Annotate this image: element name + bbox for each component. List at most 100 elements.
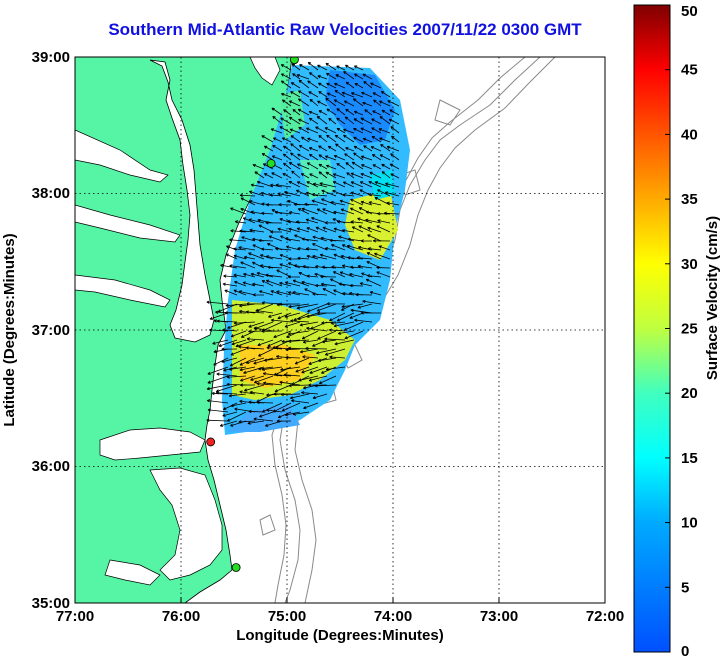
velocity-arrow bbox=[233, 289, 247, 296]
velocity-arrow bbox=[306, 274, 319, 278]
velocity-arrow bbox=[328, 117, 337, 125]
x-tick-label: 76:00 bbox=[162, 608, 200, 625]
velocity-arrow bbox=[226, 375, 247, 379]
velocity-arrow bbox=[370, 146, 382, 152]
velocity-arrow bbox=[316, 303, 337, 312]
velocity-arrow bbox=[244, 384, 265, 392]
x-tick-label: 75:00 bbox=[268, 608, 306, 625]
velocity-arrow bbox=[207, 366, 229, 375]
velocity-arrow bbox=[312, 254, 328, 260]
velocity-arrow bbox=[307, 61, 319, 71]
velocity-arrow bbox=[229, 238, 247, 242]
velocity-arrow bbox=[311, 216, 328, 224]
velocity-arrow bbox=[381, 109, 391, 116]
velocity-arrow bbox=[274, 210, 292, 215]
velocity-arrow bbox=[368, 201, 382, 206]
map-title: Southern Mid-Atlantic Raw Velocities 200… bbox=[108, 20, 582, 39]
velocity-arrow bbox=[253, 375, 274, 384]
velocity-arrow bbox=[268, 312, 283, 318]
velocity-arrow bbox=[303, 402, 319, 410]
velocity-arrow bbox=[372, 239, 391, 243]
velocity-arrow bbox=[318, 375, 337, 385]
velocity-arrow bbox=[367, 193, 382, 197]
velocity-arrow bbox=[309, 98, 319, 107]
velocity-arrow bbox=[308, 91, 319, 98]
velocity-arrow bbox=[378, 100, 391, 107]
velocity-arrow bbox=[344, 64, 355, 71]
velocity-arrow bbox=[322, 226, 337, 233]
velocity-arrow bbox=[266, 346, 283, 350]
velocity-arrow bbox=[290, 135, 301, 143]
velocity-arrow bbox=[319, 253, 337, 260]
velocity-arrow bbox=[359, 282, 373, 287]
velocity-arrow bbox=[362, 299, 382, 305]
velocity-arrow bbox=[230, 207, 247, 215]
velocity-arrow bbox=[317, 64, 328, 71]
velocity-arrow bbox=[341, 244, 355, 251]
velocity-arrow bbox=[288, 303, 310, 309]
velocity-arrow bbox=[256, 400, 274, 405]
velocity-arrow bbox=[298, 79, 310, 89]
velocity-arrow bbox=[291, 399, 310, 404]
velocity-arrow bbox=[321, 339, 337, 344]
velocity-arrow bbox=[228, 393, 247, 398]
velocity-arrow bbox=[256, 271, 274, 278]
velocity-arrow bbox=[247, 420, 265, 425]
velocity-arrow bbox=[299, 64, 310, 71]
albemarle-sound bbox=[99, 427, 206, 461]
velocity-arrow bbox=[296, 181, 310, 188]
velocity-arrow bbox=[343, 100, 355, 107]
velocity-arrow bbox=[324, 337, 346, 341]
colorbar-gradient bbox=[633, 4, 671, 653]
velocity-arrow bbox=[281, 339, 301, 344]
velocity-arrow bbox=[372, 92, 382, 98]
velocity-arrow bbox=[350, 265, 364, 269]
velocity-arrow bbox=[234, 280, 247, 287]
velocity-arrow bbox=[261, 247, 274, 251]
velocity-arrow bbox=[315, 283, 328, 288]
velocity-arrow bbox=[248, 218, 265, 224]
velocity-arrow bbox=[228, 366, 247, 371]
velocity-arrow bbox=[302, 264, 319, 269]
velocity-arrow bbox=[206, 384, 229, 391]
velocity-arrow bbox=[288, 227, 301, 233]
station-duck-marker bbox=[206, 437, 216, 447]
velocity-arrow bbox=[325, 171, 337, 179]
velocity-arrow bbox=[372, 164, 382, 170]
velocity-arrow bbox=[225, 303, 247, 308]
velocity-arrow bbox=[275, 247, 292, 251]
velocity-arrow bbox=[309, 173, 319, 179]
velocity-arrow bbox=[336, 108, 346, 116]
velocity-arrow bbox=[223, 274, 238, 278]
velocity-arrow bbox=[240, 261, 256, 269]
velocity-arrow bbox=[240, 375, 256, 382]
velocity-arrow bbox=[306, 181, 319, 188]
velocity-arrow bbox=[261, 135, 274, 143]
velocity-arrow bbox=[305, 247, 319, 251]
velocity-arrow bbox=[289, 128, 301, 134]
velocity-arrow bbox=[284, 321, 301, 328]
velocity-arrow bbox=[307, 137, 319, 143]
velocity-arrow bbox=[233, 247, 247, 251]
velocity-arrow bbox=[318, 145, 328, 152]
velocity-arrow bbox=[287, 275, 301, 279]
velocity-arrow bbox=[374, 181, 391, 188]
velocity-arrow bbox=[324, 348, 346, 356]
velocity-arrow bbox=[261, 366, 283, 372]
velocity-arrow bbox=[340, 254, 355, 260]
velocity-arrow bbox=[336, 220, 355, 224]
velocity-arrow bbox=[301, 237, 319, 242]
velocity-arrow bbox=[239, 303, 256, 308]
velocity-arrow bbox=[334, 134, 346, 143]
velocity-arrow bbox=[373, 99, 382, 107]
velocity-arrow bbox=[289, 393, 310, 400]
velocity-arrow bbox=[378, 245, 391, 251]
velocity-arrow bbox=[362, 101, 373, 107]
velocity-arrow bbox=[290, 91, 301, 98]
velocity-arrow bbox=[349, 207, 364, 215]
velocity-arrow bbox=[341, 303, 355, 311]
velocity-arrow bbox=[211, 391, 229, 396]
velocity-arrow bbox=[321, 198, 337, 206]
velocity-arrow bbox=[222, 282, 238, 287]
velocity-arrow bbox=[279, 380, 301, 386]
